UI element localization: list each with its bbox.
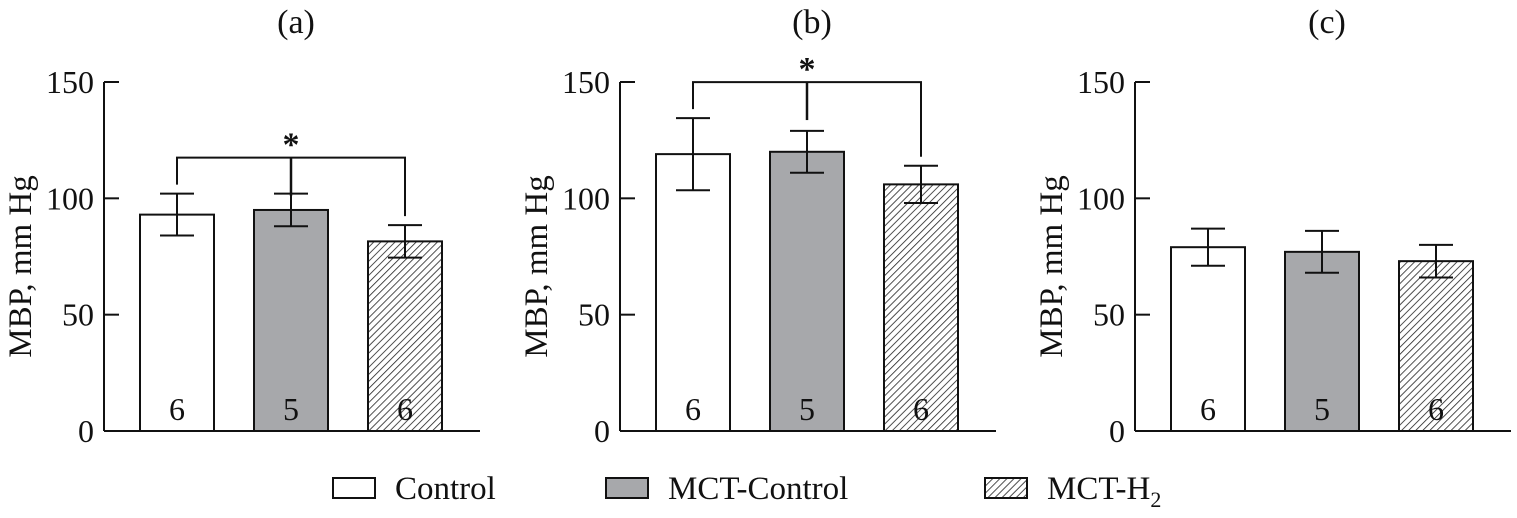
bar-mct-control bbox=[769, 150, 845, 433]
y-tick-label: 150 bbox=[1077, 64, 1125, 100]
legend-label: MCT-H2 bbox=[1047, 471, 1161, 512]
n-label: 6 bbox=[397, 391, 413, 427]
y-axis-label: MBP, mm Hg bbox=[1034, 175, 1070, 357]
n-label: 6 bbox=[169, 391, 185, 427]
significance-bracket bbox=[692, 81, 922, 157]
bar-control bbox=[1170, 246, 1246, 432]
n-label: 5 bbox=[799, 391, 815, 427]
legend-label: Control bbox=[395, 471, 496, 507]
y-tick-label: 50 bbox=[1093, 297, 1125, 333]
bar-mct-h2 bbox=[1398, 260, 1474, 432]
n-label: 5 bbox=[1314, 391, 1330, 427]
y-axis-label: MBP, mm Hg bbox=[3, 175, 39, 357]
panel-1: (b) MBP, mm Hg 0 50 100 150 6 5 6 * bbox=[519, 4, 996, 449]
y-tick-label: 0 bbox=[594, 413, 610, 449]
legend-swatch bbox=[605, 477, 649, 499]
panel-0: (a) MBP, mm Hg 0 50 100 150 6 5 6 * bbox=[3, 4, 480, 449]
n-label: 6 bbox=[685, 391, 701, 427]
legend-subscript: 2 bbox=[1150, 487, 1161, 512]
bar-mct-control bbox=[253, 208, 329, 432]
legend: Control MCT-Control MCT-H2 bbox=[332, 471, 1161, 512]
panel-2: (c) MBP, mm Hg 0 50 100 150 6 5 6 bbox=[1034, 4, 1511, 449]
legend-item: MCT-Control bbox=[605, 471, 848, 507]
bar-control bbox=[139, 213, 215, 432]
y-tick-label: 100 bbox=[1077, 180, 1125, 216]
legend-swatch bbox=[332, 477, 376, 499]
n-label: 5 bbox=[283, 391, 299, 427]
legend-swatch bbox=[984, 477, 1028, 499]
n-label: 6 bbox=[1428, 391, 1444, 427]
panel-title: (b) bbox=[792, 4, 832, 41]
legend-label: MCT-Control bbox=[668, 471, 848, 507]
legend-item: Control bbox=[332, 471, 496, 507]
significance-star: * bbox=[283, 127, 300, 164]
y-tick-label: 50 bbox=[578, 297, 610, 333]
n-label: 6 bbox=[913, 391, 929, 427]
bar-mct-control bbox=[1284, 250, 1360, 432]
y-tick-label: 100 bbox=[46, 180, 94, 216]
y-axis-label: MBP, mm Hg bbox=[519, 175, 555, 357]
y-tick-label: 150 bbox=[46, 64, 94, 100]
y-tick-label: 100 bbox=[562, 180, 610, 216]
significance-star: * bbox=[799, 51, 816, 88]
panel-title: (c) bbox=[1308, 4, 1346, 41]
y-tick-label: 150 bbox=[562, 64, 610, 100]
bar-control bbox=[655, 153, 731, 432]
n-label: 6 bbox=[1200, 391, 1216, 427]
y-tick-label: 50 bbox=[62, 297, 94, 333]
legend-item: MCT-H2 bbox=[984, 471, 1161, 512]
y-tick-label: 0 bbox=[1109, 413, 1125, 449]
y-tick-label: 0 bbox=[78, 413, 94, 449]
panel-title: (a) bbox=[277, 4, 315, 41]
